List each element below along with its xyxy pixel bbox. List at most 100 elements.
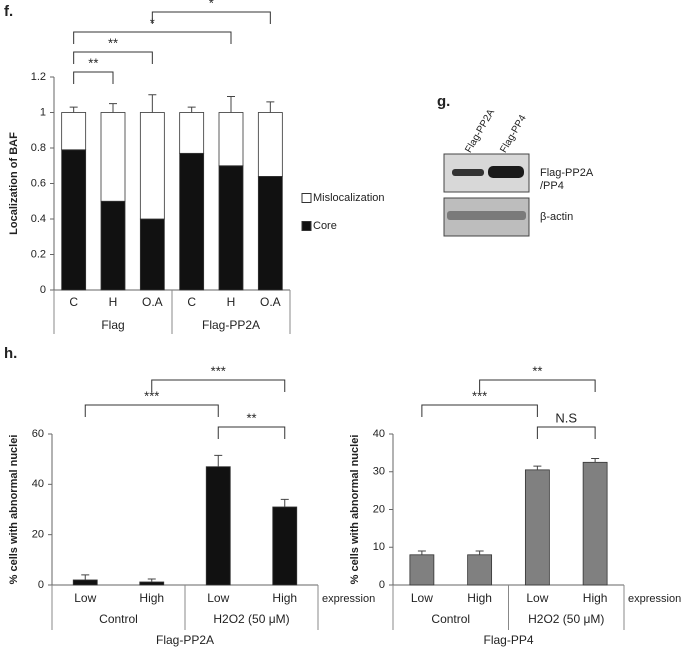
x-tick-label: O.A <box>142 295 163 309</box>
y-tick-label: 0.4 <box>31 213 46 225</box>
error-bar <box>187 106 196 113</box>
significance-bracket <box>421 404 538 417</box>
x-axis-label: expression <box>628 593 681 605</box>
x-tick-label: High <box>272 591 297 605</box>
supergroup-label: Flag-PP2A <box>156 633 214 647</box>
x-tick-label: Low <box>207 591 229 605</box>
x-tick-label: H <box>227 295 236 309</box>
significance-label: *** <box>144 388 159 403</box>
significance-bracket <box>73 71 114 84</box>
error-bar <box>148 94 157 113</box>
error-bar <box>266 101 275 113</box>
error-bar <box>81 574 90 580</box>
significance-bracket <box>217 426 286 439</box>
lane-label: Flag-PP2A <box>463 107 497 155</box>
x-tick-label: High <box>467 591 492 605</box>
bar <box>61 112 87 151</box>
y-tick-label: 0.6 <box>31 177 46 189</box>
y-tick-label: 0 <box>38 579 44 591</box>
bar <box>179 112 205 154</box>
x-tick-label: Low <box>74 591 96 605</box>
legend-label: Core <box>313 220 337 232</box>
error-bar <box>280 498 289 507</box>
x-tick-label: C <box>69 295 78 309</box>
legend-swatch <box>301 221 312 231</box>
significance-label: * <box>209 0 214 10</box>
error-bar <box>147 578 156 582</box>
significance-label: ** <box>88 55 98 70</box>
y-tick-label: 0.8 <box>31 142 46 154</box>
bar <box>218 165 244 291</box>
lane-label: Flag-PP4 <box>498 113 529 155</box>
error-bar <box>109 103 117 113</box>
bar <box>409 554 435 586</box>
significance-label: *** <box>211 363 226 378</box>
y-tick-label: 20 <box>373 503 385 515</box>
y-tick-label: 40 <box>32 478 44 490</box>
bar <box>218 112 244 167</box>
significance-label: *** <box>472 388 487 403</box>
bar <box>139 218 165 291</box>
significance-bracket <box>73 31 232 44</box>
group-label: Flag <box>101 318 124 332</box>
y-tick-label: 0 <box>40 284 46 296</box>
y-tick-label: 10 <box>373 541 385 553</box>
error-bar <box>475 550 484 555</box>
significance-bracket <box>73 51 153 64</box>
bar <box>61 149 87 291</box>
group-label: Flag-PP2A <box>202 318 260 332</box>
panel-label: f. <box>4 3 13 20</box>
bar <box>257 112 283 177</box>
group-label: Control <box>99 612 138 626</box>
row-label: Flag-PP2A <box>540 167 594 179</box>
significance-label: ** <box>108 35 118 50</box>
bar <box>139 581 165 586</box>
error-bar <box>533 465 542 470</box>
error-bar <box>214 454 223 467</box>
blot-band <box>452 169 484 176</box>
bar <box>272 506 298 586</box>
significance-bracket <box>536 426 596 439</box>
bar <box>179 152 205 291</box>
y-tick-label: 40 <box>373 428 385 440</box>
blot-band <box>447 211 526 220</box>
blot-panel: g. Flag-PP2A Flag-PP4 Flag-PP2A /PP4 β-a… <box>437 93 594 237</box>
significance-label: ** <box>532 363 542 378</box>
bar <box>524 469 550 586</box>
error-bar <box>591 458 600 463</box>
x-tick-label: H <box>109 295 118 309</box>
bar <box>205 466 231 586</box>
legend-swatch <box>301 193 312 203</box>
significance-bracket <box>151 11 271 24</box>
significance-label: N.S <box>555 410 577 425</box>
x-tick-label: O.A <box>260 295 281 309</box>
x-tick-label: High <box>139 591 164 605</box>
y-tick-label: 60 <box>32 428 44 440</box>
supergroup-label: Flag-PP4 <box>483 633 533 647</box>
bar <box>72 579 98 586</box>
bar <box>582 461 608 586</box>
x-tick-label: Low <box>526 591 548 605</box>
y-axis-label: % cells with abnormal nuclei <box>8 435 20 585</box>
row-label: /PP4 <box>540 180 564 192</box>
legend-label: Mislocalization <box>313 192 385 204</box>
blot-band <box>488 166 524 178</box>
row-label: β-actin <box>540 211 573 223</box>
y-tick-label: 1 <box>40 106 46 118</box>
panel-label: g. <box>437 93 450 110</box>
y-tick-label: 0 <box>379 579 385 591</box>
bar <box>139 112 165 220</box>
bar <box>100 200 126 291</box>
y-tick-label: 20 <box>32 529 44 541</box>
y-axis-label: % cells with abnormal nuclei <box>349 435 361 585</box>
x-tick-label: High <box>583 591 608 605</box>
x-axis-label: expression <box>322 593 375 605</box>
significance-bracket <box>151 379 286 392</box>
significance-label: ** <box>246 410 256 425</box>
error-bar <box>417 550 426 555</box>
error-bar <box>69 106 78 113</box>
bar <box>100 112 126 202</box>
bar <box>467 554 493 586</box>
significance-bracket <box>84 404 219 417</box>
